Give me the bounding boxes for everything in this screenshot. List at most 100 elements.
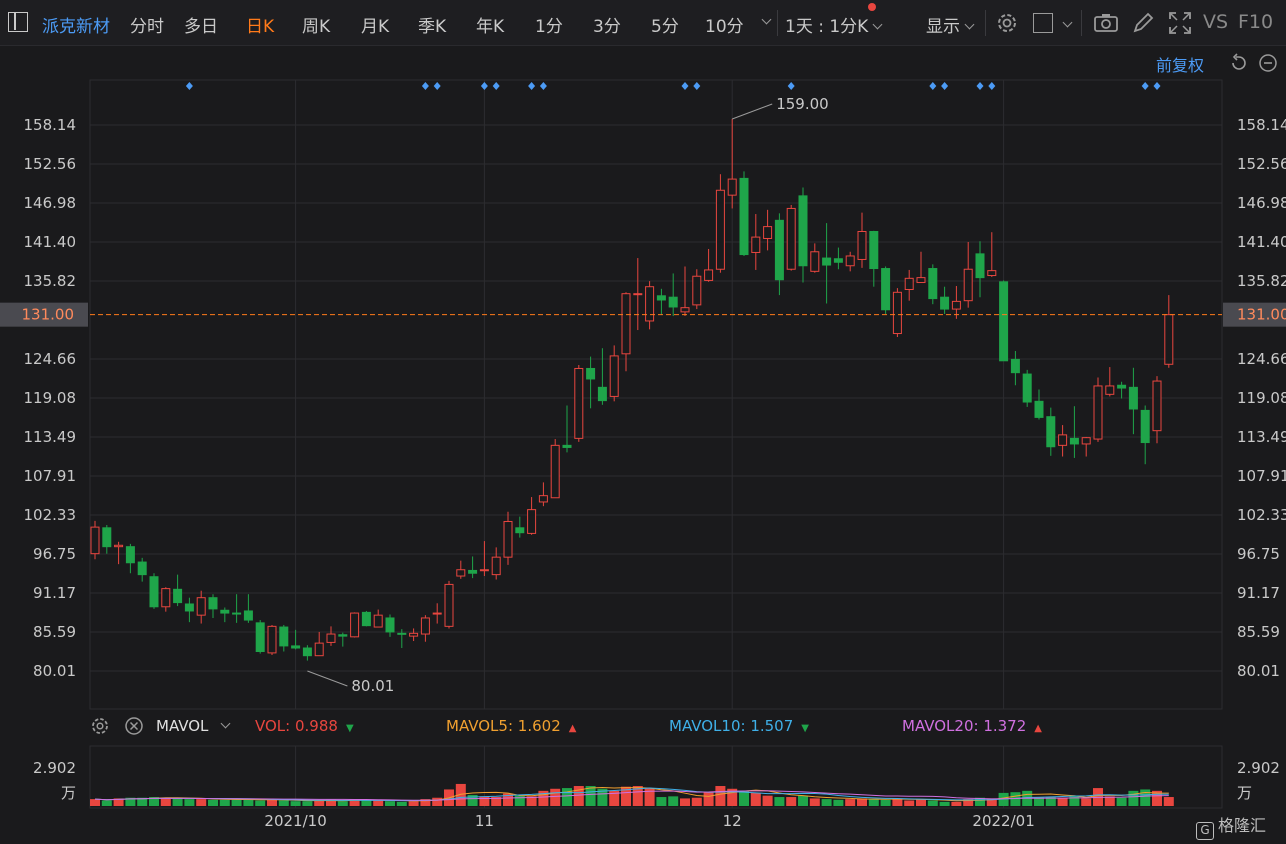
zoom-out-icon[interactable] bbox=[1257, 52, 1279, 78]
volume-bar-up bbox=[349, 799, 360, 806]
volume-bar-down bbox=[385, 801, 395, 806]
period-tab-10min[interactable]: 10分 bbox=[705, 17, 744, 37]
more-periods-chevron-icon[interactable] bbox=[757, 12, 772, 32]
pencil-icon[interactable] bbox=[1130, 10, 1156, 36]
volume-bar-up bbox=[892, 798, 903, 806]
volume-bar-down bbox=[927, 800, 938, 806]
event-marker bbox=[539, 82, 547, 90]
period-tab-duori[interactable]: 多日 bbox=[184, 17, 218, 37]
candle-down bbox=[774, 219, 784, 281]
camera-icon[interactable] bbox=[1093, 10, 1119, 36]
vs-compare-button[interactable]: VS bbox=[1203, 11, 1229, 33]
candle-down bbox=[208, 597, 218, 610]
candle-down bbox=[1069, 437, 1079, 445]
volume-bar-up bbox=[573, 786, 584, 806]
stock-name[interactable]: 派克新材 bbox=[42, 17, 110, 37]
candle-up bbox=[161, 588, 171, 608]
chevron-down-icon bbox=[964, 19, 975, 30]
candle-up bbox=[857, 231, 867, 260]
volume-bar-up bbox=[916, 799, 926, 806]
layout-select-icon[interactable] bbox=[1033, 10, 1073, 36]
volume-bar-up bbox=[963, 799, 974, 806]
x-date-label: 2021/10 bbox=[264, 812, 326, 830]
candle-down bbox=[232, 612, 242, 615]
current-price-label-right: 131.00 bbox=[1237, 306, 1286, 324]
candle-up bbox=[1081, 437, 1091, 445]
volume-bar-up bbox=[621, 786, 631, 806]
volume-bar-down bbox=[1034, 797, 1044, 806]
event-marker bbox=[480, 82, 488, 90]
candle-up bbox=[810, 251, 820, 272]
candle-up bbox=[1058, 434, 1068, 446]
event-marker bbox=[988, 82, 996, 90]
period-tab-fenshi[interactable]: 分时 bbox=[130, 17, 164, 37]
period-tab-5min[interactable]: 5分 bbox=[651, 17, 679, 37]
y-tick-label-left: 141.40 bbox=[24, 233, 77, 251]
period-tab-week-k[interactable]: 周K bbox=[302, 17, 331, 37]
reset-view-icon[interactable] bbox=[1228, 52, 1250, 78]
fullscreen-icon[interactable] bbox=[1167, 10, 1193, 36]
candle-up bbox=[503, 521, 513, 558]
volume-bar-up bbox=[1104, 796, 1115, 806]
gear-icon[interactable] bbox=[994, 10, 1020, 36]
candle-up bbox=[987, 270, 997, 277]
y-tick-label-left: 102.33 bbox=[24, 506, 77, 524]
event-marker bbox=[929, 82, 937, 90]
volume-bar-down bbox=[184, 799, 195, 806]
event-marker bbox=[787, 82, 795, 90]
candle-down bbox=[125, 546, 135, 564]
period-tab-day-k[interactable]: 日K bbox=[246, 17, 275, 37]
candle-up bbox=[715, 189, 725, 270]
y-tick-label-right: 152.56 bbox=[1237, 155, 1286, 173]
adjust-mode-button[interactable]: 前复权 bbox=[1156, 56, 1205, 75]
close-indicator-icon[interactable] bbox=[124, 716, 144, 740]
volume-bar-down bbox=[290, 801, 301, 806]
toolbar: 派克新材 分时 多日 日K 周K 月K 季K 年K 1分 3分 5分 10分 1… bbox=[0, 0, 1286, 46]
volume-bar-up bbox=[762, 795, 773, 806]
volume-bar-up bbox=[373, 800, 384, 806]
notification-dot bbox=[868, 3, 876, 11]
period-tab-year-k[interactable]: 年K bbox=[476, 17, 505, 37]
candle-down bbox=[137, 561, 147, 576]
candle-up bbox=[786, 207, 796, 270]
volume-bar-up bbox=[809, 798, 820, 806]
volume-bar-down bbox=[514, 795, 525, 806]
volume-bar-up bbox=[857, 798, 867, 806]
indicator-select[interactable]: MAVOL bbox=[156, 717, 231, 735]
candlestick-chart[interactable]: 158.14 158.14 152.56 152.56 146.98 146.98 141.… bbox=[0, 46, 1286, 844]
event-marker bbox=[1153, 82, 1161, 90]
period-tab-1min[interactable]: 1分 bbox=[535, 17, 563, 37]
volume-bar-down bbox=[208, 799, 218, 806]
max-price-label: 159.00 bbox=[776, 95, 829, 113]
volume-tick-label-left: 2.902 bbox=[33, 759, 76, 777]
interval-select[interactable]: 1天 : 1分K bbox=[785, 12, 883, 37]
period-tab-month-k[interactable]: 月K bbox=[361, 17, 390, 37]
y-tick-label-right: 85.59 bbox=[1237, 623, 1280, 641]
vol-readout: VOL: 0.988 ▼ bbox=[255, 717, 354, 735]
candle-up bbox=[196, 597, 206, 616]
sidebar-toggle-icon[interactable] bbox=[8, 12, 28, 32]
period-tab-3min[interactable]: 3分 bbox=[593, 17, 621, 37]
candle-down bbox=[220, 609, 230, 614]
volume-bar-down bbox=[302, 801, 313, 806]
y-tick-label-right: 135.82 bbox=[1237, 272, 1286, 290]
mavol10-readout: MAVOL10: 1.507 ▼ bbox=[669, 717, 809, 735]
f10-button[interactable]: F10 bbox=[1238, 11, 1274, 33]
x-date-label: 11 bbox=[475, 812, 494, 830]
candle-down bbox=[668, 296, 678, 308]
vol-value: 0.988 bbox=[295, 717, 338, 735]
indicator-settings-icon[interactable] bbox=[90, 716, 110, 740]
volume-unit-label-right: 万 bbox=[1237, 784, 1252, 802]
volume-bar-down bbox=[585, 786, 596, 806]
candle-up bbox=[763, 226, 773, 239]
candle-up bbox=[373, 614, 383, 628]
display-settings-button[interactable]: 显示 bbox=[926, 12, 975, 37]
volume-bar-up bbox=[986, 798, 997, 806]
candle-down bbox=[833, 258, 843, 263]
candle-up bbox=[904, 277, 914, 291]
volume-bar-up bbox=[845, 799, 856, 806]
y-tick-label-left: 146.98 bbox=[24, 194, 77, 212]
candle-down bbox=[302, 647, 312, 657]
candle-down bbox=[361, 611, 371, 627]
period-tab-season-k[interactable]: 季K bbox=[418, 17, 447, 37]
